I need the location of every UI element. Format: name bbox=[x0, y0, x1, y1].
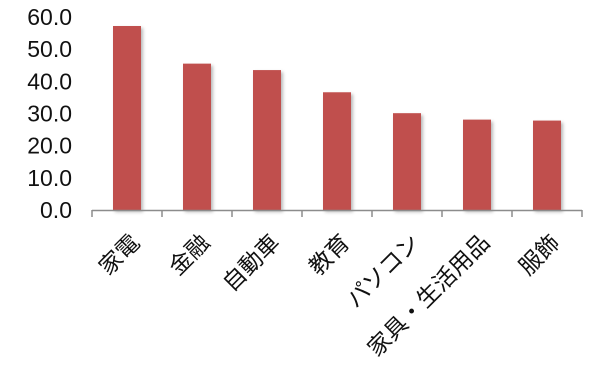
bar bbox=[323, 92, 351, 210]
x-category-label: 家具・生活用品 bbox=[363, 230, 495, 362]
x-axis-tick-marks bbox=[91, 210, 583, 217]
bar bbox=[253, 70, 281, 210]
y-tick-label: 60.0 bbox=[27, 4, 72, 30]
y-tick-label: 10.0 bbox=[27, 165, 72, 191]
x-category-label: 金融 bbox=[164, 230, 215, 281]
bar bbox=[533, 120, 561, 210]
x-category-label: 服飾 bbox=[514, 230, 565, 281]
y-tick-label: 20.0 bbox=[27, 133, 72, 159]
y-tick-label: 50.0 bbox=[27, 36, 72, 62]
bars bbox=[113, 26, 561, 211]
x-category-label: 自動車 bbox=[218, 230, 285, 297]
y-axis-tick-labels: 0.0 10.0 20.0 30.0 40.0 50.0 60.0 bbox=[27, 4, 72, 223]
y-tick-label: 0.0 bbox=[40, 197, 72, 223]
bar bbox=[183, 63, 211, 211]
x-category-label: 家電 bbox=[94, 230, 145, 281]
bar bbox=[463, 119, 491, 210]
y-tick-label: 40.0 bbox=[27, 68, 72, 94]
bar bbox=[113, 26, 141, 210]
x-category-label: 教育 bbox=[304, 230, 355, 281]
bar bbox=[393, 113, 421, 210]
y-tick-label: 30.0 bbox=[27, 101, 72, 127]
